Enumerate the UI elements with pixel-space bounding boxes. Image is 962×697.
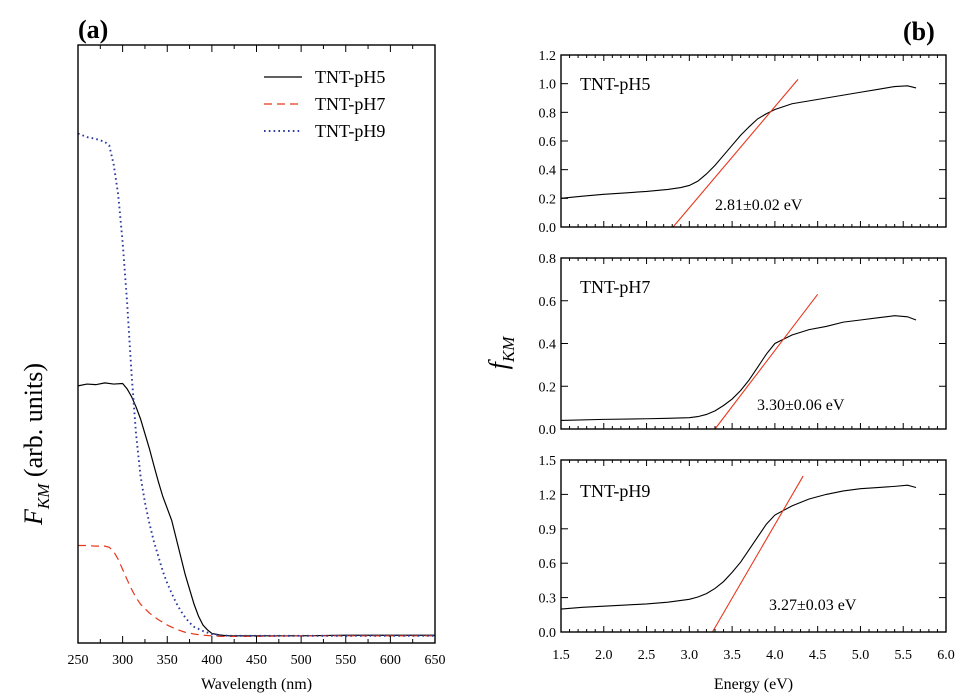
x-tick-label-b: 2.0 (595, 648, 613, 663)
band-gap-annotation-tnt-ph7: 3.30±0.06 eV (757, 397, 845, 414)
y-axis-label-b-sub: KM (499, 336, 518, 363)
x-axis-label-b: Energy (eV) (714, 676, 793, 693)
x-tick-label-a: 250 (68, 653, 89, 668)
y-tick-label-tnt-ph9: 0.0 (539, 626, 557, 641)
y-tick-label-tnt-ph5: 0.2 (539, 192, 557, 207)
y-tick-label-tnt-ph5: 0.6 (539, 135, 557, 150)
fit-line-tnt-ph7 (714, 294, 819, 430)
x-tick-label-a: 450 (246, 653, 267, 668)
x-tick-label-b: 6.0 (937, 648, 955, 663)
subplot-tnt-ph7: 0.0 0.2 0.4 0.6 0.8 TNT-pH7 3.30±0.06 eV (539, 252, 947, 438)
spectrum-line-tnt-ph9 (560, 484, 917, 610)
y-tick-label-tnt-ph5: 1.0 (539, 78, 557, 93)
y-tick-label-tnt-ph7: 0.0 (539, 423, 557, 438)
subplot-tnt-ph9: 0.0 0.3 0.6 0.9 1.2 1.5 TNT-pH9 3.27±0.03 eV (539, 454, 947, 641)
spectrum-line-tnt-ph7 (560, 315, 917, 421)
x-tick-label-a: 500 (291, 653, 312, 668)
x-tick-label-b: 4.0 (766, 648, 784, 663)
fit-line-tnt-ph9 (711, 475, 804, 633)
legend-label-tnt-ph7: TNT-pH7 (315, 94, 385, 114)
chart-b: 0.0 0.2 0.4 0.6 0.8 1.0 1.2 TNT-pH5 2.81±0.02 eV… (484, 49, 955, 693)
y-axis-label-a-main: F (19, 508, 48, 526)
y-axis-label-a: FKM (arb. units) (19, 363, 53, 526)
spectrum-line-tnt-ph5 (560, 85, 917, 199)
x-tick-label-b: 5.0 (852, 648, 870, 663)
x-tick-label-b: 3.0 (681, 648, 699, 663)
fit-line-tnt-ph5 (672, 79, 799, 228)
x-tick-label-b: 1.5 (552, 648, 570, 663)
legend-label-tnt-ph9: TNT-pH9 (315, 121, 385, 141)
y-tick-label-tnt-ph7: 0.8 (539, 252, 557, 267)
panel-b-label: (b) (903, 17, 935, 46)
series-line-tnt-ph9 (77, 132, 435, 637)
y-axis-label-b: fKM (484, 336, 518, 370)
subplot-label-tnt-ph7: TNT-pH7 (580, 277, 650, 297)
y-tick-label-tnt-ph9: 0.3 (539, 592, 557, 607)
legend-label-tnt-ph5: TNT-pH5 (315, 67, 385, 87)
x-tick-label-b: 5.5 (894, 648, 912, 663)
x-axis-label-a: Wavelength (nm) (201, 676, 312, 693)
y-tick-label-tnt-ph5: 0.4 (539, 164, 557, 179)
series-line-tnt-ph7 (78, 544, 435, 638)
x-tick-label-a: 600 (380, 653, 401, 668)
x-tick-label-a: 650 (425, 653, 446, 668)
y-axis-label-a-rest: (arb. units) (19, 363, 48, 484)
y-axis-label-a-sub: KM (34, 483, 53, 510)
y-tick-label-tnt-ph7: 0.2 (539, 380, 557, 395)
y-tick-label-tnt-ph9: 0.6 (539, 557, 557, 572)
subplot-label-tnt-ph5: TNT-pH5 (580, 74, 650, 94)
y-tick-label-tnt-ph9: 1.2 (539, 488, 557, 503)
x-tick-label-a: 400 (201, 653, 222, 668)
y-axis-label-b-main: f (484, 358, 513, 369)
band-gap-annotation-tnt-ph9: 3.27±0.03 eV (769, 597, 857, 614)
x-tick-label-a: 550 (335, 653, 356, 668)
y-tick-label-tnt-ph7: 0.4 (539, 338, 557, 353)
y-tick-label-tnt-ph5: 1.2 (539, 49, 557, 64)
x-tick-label-b: 2.5 (638, 648, 656, 663)
subplot-label-tnt-ph9: TNT-pH9 (580, 481, 650, 501)
subplot-tnt-ph5: 0.0 0.2 0.4 0.6 0.8 1.0 1.2 TNT-pH5 2.81±0.02 eV (539, 49, 947, 236)
plot-frame-tnt-ph9 (560, 459, 947, 633)
y-tick-label-tnt-ph5: 0.8 (539, 106, 557, 121)
band-gap-annotation-tnt-ph5: 2.81±0.02 eV (715, 197, 803, 214)
x-tick-label-a: 300 (112, 653, 133, 668)
x-tick-label-a: 350 (157, 653, 178, 668)
panel-a-label: (a) (78, 15, 108, 44)
y-tick-label-tnt-ph5: 0.0 (539, 221, 557, 236)
chart-a: 250 300 350 400 450 500 550 600 650 Wavelength (n… (19, 44, 446, 693)
y-tick-label-tnt-ph9: 1.5 (539, 454, 557, 469)
x-tick-label-b: 4.5 (809, 648, 827, 663)
y-tick-label-tnt-ph9: 0.9 (539, 523, 557, 538)
y-tick-label-tnt-ph7: 0.6 (539, 295, 557, 310)
x-tick-label-b: 3.5 (723, 648, 741, 663)
